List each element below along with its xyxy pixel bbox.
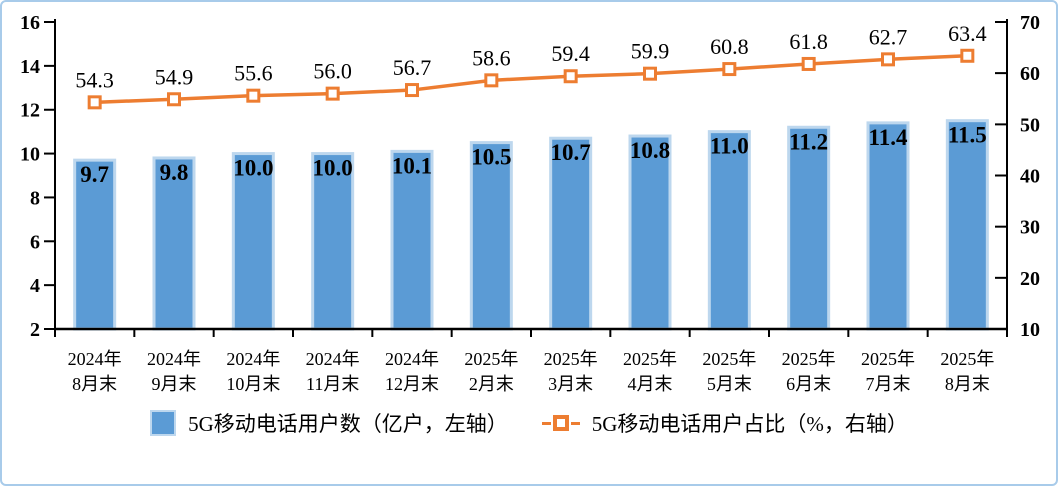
y-tick-label-right: 20 bbox=[1020, 268, 1040, 290]
legend-dash-icon bbox=[541, 421, 551, 425]
bar-value-label: 11.5 bbox=[948, 123, 987, 148]
line-marker bbox=[87, 95, 102, 110]
bar-value-label: 11.0 bbox=[710, 134, 749, 159]
x-tick-label: 2025年 5月末 bbox=[702, 349, 756, 394]
bar bbox=[945, 119, 989, 331]
y-tick-label-right: 50 bbox=[1020, 114, 1040, 136]
line-marker bbox=[881, 52, 895, 67]
chart-legend: 5G移动电话用户数（亿户，左轴） 5G移动电话用户占比（%，右轴） bbox=[2, 408, 1056, 438]
trend-line bbox=[94, 54, 968, 105]
bar-series-swatch-icon bbox=[150, 410, 177, 436]
bar-value-label: 10.7 bbox=[551, 140, 591, 165]
line-series-swatch-icon bbox=[541, 415, 580, 431]
x-tick-label: 2024年 11月末 bbox=[306, 349, 360, 394]
bar bbox=[707, 130, 751, 331]
bar bbox=[469, 141, 513, 331]
legend-square-marker-icon bbox=[552, 415, 569, 431]
line-value-label: 55.6 bbox=[234, 61, 273, 86]
line-marker bbox=[643, 66, 657, 81]
bar bbox=[866, 121, 910, 331]
bar-value-label: 10.1 bbox=[392, 153, 432, 178]
y-tick-label-left: 12 bbox=[20, 100, 40, 122]
line-value-label: 62.7 bbox=[869, 24, 908, 49]
x-tick-label: 2024年 8月末 bbox=[68, 349, 122, 394]
line-marker bbox=[405, 83, 419, 98]
bar-value-label: 10.5 bbox=[471, 145, 511, 170]
line-value-label: 58.6 bbox=[472, 45, 511, 70]
x-tick-label: 2025年 2月末 bbox=[464, 349, 518, 394]
y-tick-label-left: 2 bbox=[30, 319, 40, 341]
y-tick-label-right: 60 bbox=[1020, 63, 1040, 85]
line-marker bbox=[484, 73, 499, 88]
line-value-label: 61.8 bbox=[789, 29, 828, 54]
x-tick-label: 2024年 9月末 bbox=[147, 349, 201, 394]
legend-label-line-series: 5G移动电话用户占比（%，右轴） bbox=[591, 412, 908, 436]
legend-item-bar-series: 5G移动电话用户数（亿户，左轴） bbox=[150, 408, 508, 438]
x-tick-label: 2025年 3月末 bbox=[544, 349, 598, 394]
bar-value-label: 11.4 bbox=[869, 125, 908, 150]
bar bbox=[628, 134, 672, 331]
y-tick-label-right: 30 bbox=[1020, 217, 1040, 239]
bar bbox=[787, 125, 831, 331]
y-tick-label-left: 6 bbox=[30, 231, 40, 253]
line-marker bbox=[960, 48, 975, 63]
y-tick-label-right: 70 bbox=[1020, 12, 1040, 34]
x-tick-label: 2025年 4月末 bbox=[623, 349, 677, 394]
line-marker bbox=[801, 56, 816, 71]
bar bbox=[549, 136, 593, 331]
line-marker bbox=[325, 86, 340, 101]
line-value-label: 59.9 bbox=[631, 39, 670, 64]
y-tick-label-left: 10 bbox=[20, 144, 40, 166]
x-tick-label: 2025年 7月末 bbox=[861, 349, 915, 394]
bar-value-label: 10.8 bbox=[630, 138, 670, 163]
line-marker bbox=[722, 62, 737, 77]
line-value-label: 59.4 bbox=[551, 41, 590, 66]
y-tick-label-left: 4 bbox=[30, 275, 40, 297]
x-tick-label: 2025年 6月末 bbox=[782, 349, 836, 394]
line-value-label: 56.0 bbox=[313, 59, 352, 84]
x-tick-label: 2024年 10月末 bbox=[226, 349, 280, 394]
y-tick-label-left: 14 bbox=[20, 56, 40, 78]
5g-users-combo-chart: 9.7 9.8 10.0 10.0 10.1 10.5 10.7 10.8 11.0 11.2 11… bbox=[20, 12, 1040, 394]
bar-value-label: 9.8 bbox=[160, 160, 189, 185]
line-marker bbox=[246, 88, 261, 103]
bar bbox=[311, 152, 355, 331]
bar-value-label: 11.2 bbox=[789, 129, 828, 154]
line-value-label: 60.8 bbox=[710, 34, 749, 59]
line-value-label: 54.9 bbox=[155, 64, 194, 89]
y-tick-label-left: 16 bbox=[20, 12, 40, 34]
bar-value-label: 9.7 bbox=[80, 162, 109, 187]
line-marker bbox=[167, 92, 181, 107]
x-tick-label: 2024年 12月末 bbox=[385, 349, 439, 394]
y-tick-label-left: 8 bbox=[30, 187, 40, 209]
line-value-label: 54.3 bbox=[75, 67, 114, 92]
line-value-label: 56.7 bbox=[393, 55, 432, 80]
line-marker bbox=[563, 69, 578, 84]
legend-dash-icon bbox=[570, 421, 580, 425]
line-value-label: 63.4 bbox=[948, 21, 987, 46]
legend-label-bar-series: 5G移动电话用户数（亿户，左轴） bbox=[188, 412, 508, 436]
x-tick-label: 2025年 8月末 bbox=[940, 349, 994, 394]
bar-value-label: 10.0 bbox=[313, 156, 353, 181]
y-tick-label-right: 10 bbox=[1020, 319, 1040, 341]
bar-value-label: 10.0 bbox=[233, 156, 273, 181]
legend-item-line-series: 5G移动电话用户占比（%，右轴） bbox=[541, 408, 908, 438]
y-tick-label-right: 40 bbox=[1020, 166, 1040, 188]
